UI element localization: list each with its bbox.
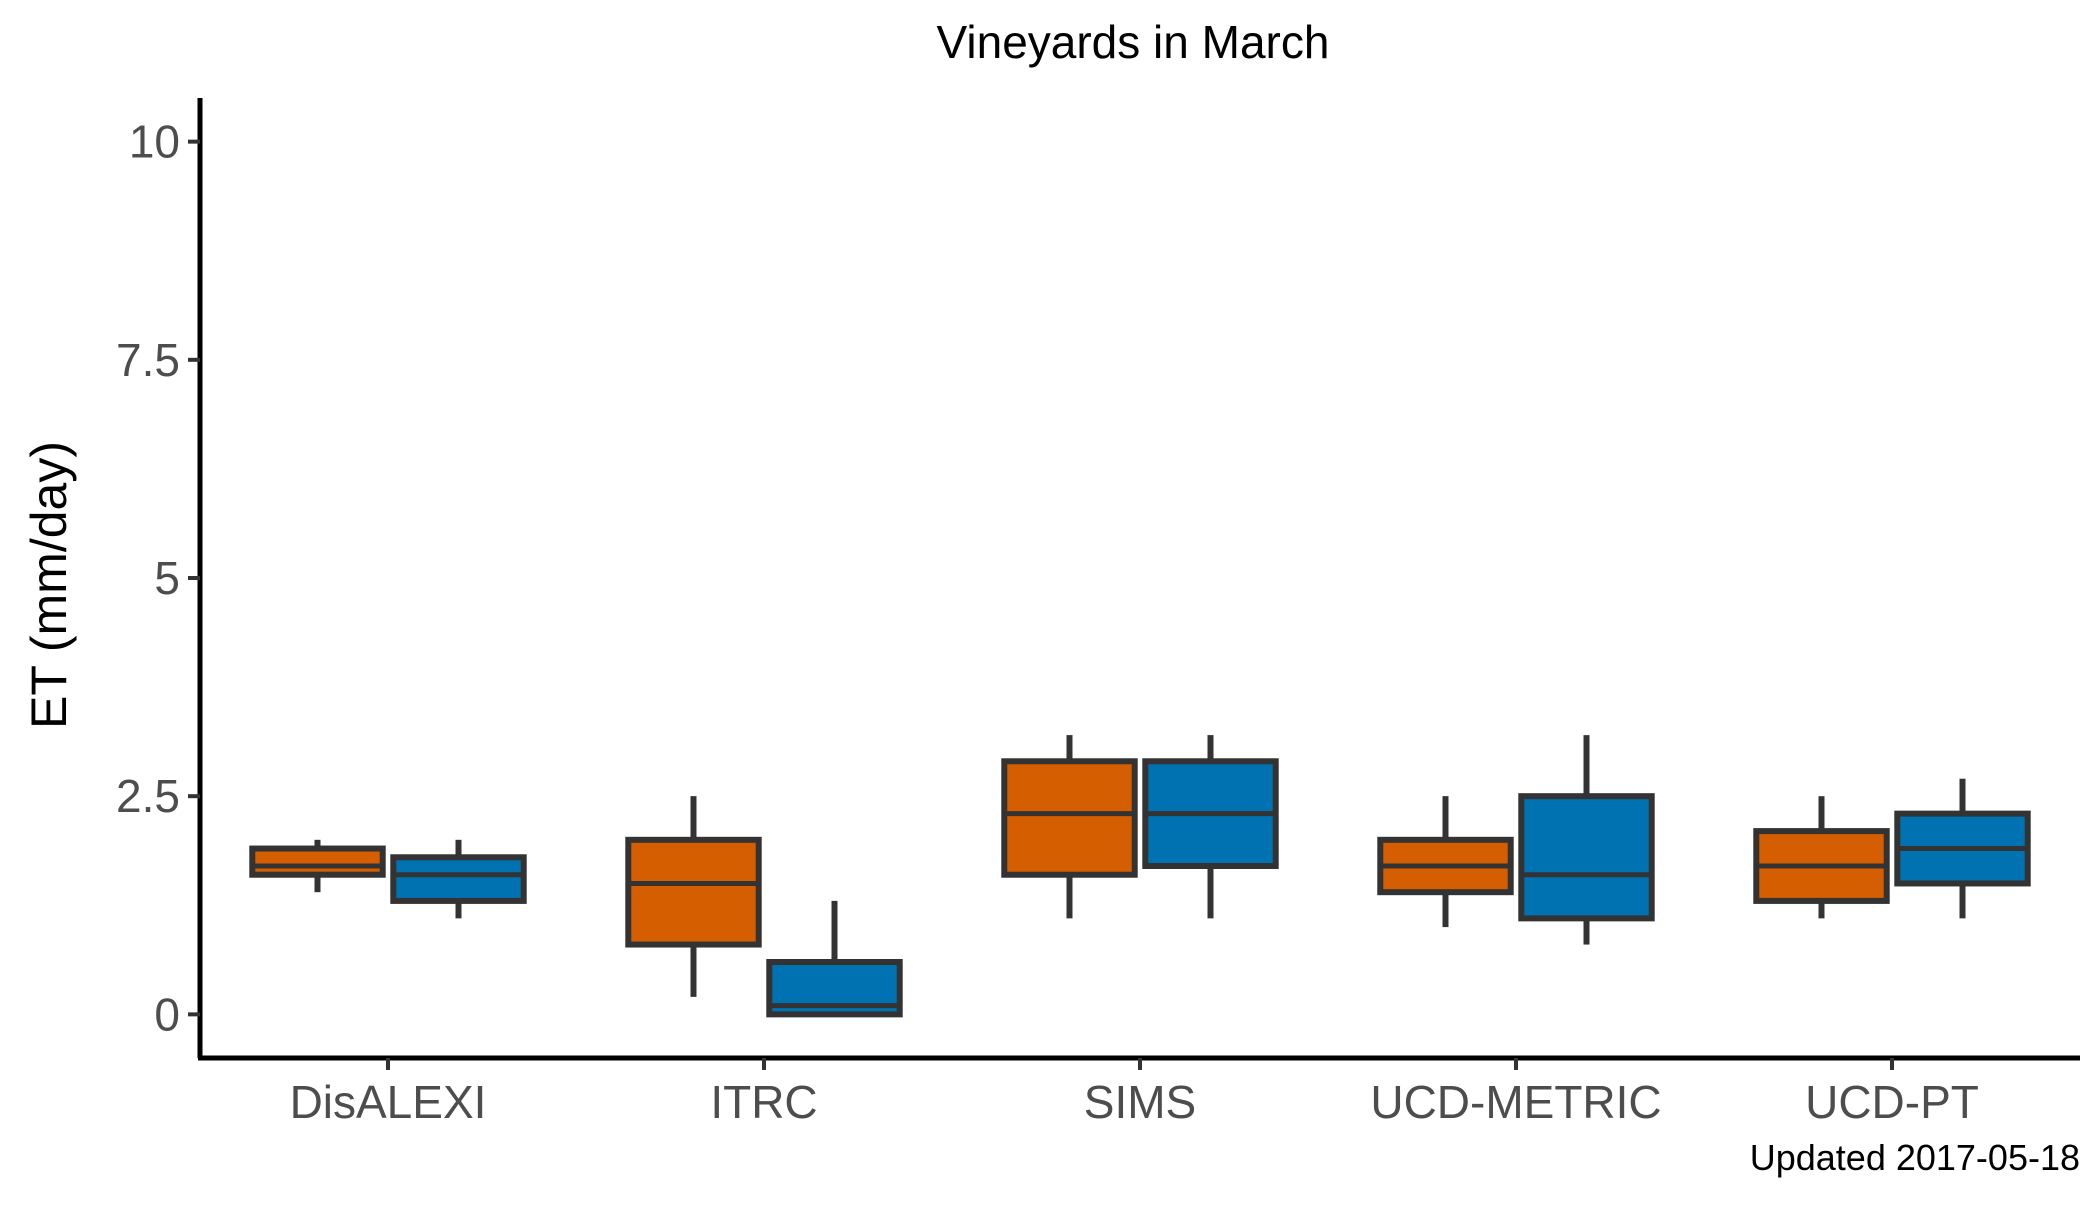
- x-tick-label: UCD-PT: [1805, 1076, 1979, 1128]
- y-tick-label: 0: [154, 988, 180, 1040]
- plot-area: [249, 735, 2031, 1018]
- box-body: [1518, 793, 1655, 922]
- box-group: [1142, 735, 1279, 919]
- y-tick-label: 5: [154, 552, 180, 604]
- box-group: [1377, 796, 1514, 928]
- box-group: [1001, 735, 1138, 919]
- box-group: [1753, 796, 1890, 919]
- y-axis-title: ET (mm/day): [21, 441, 77, 729]
- x-tick-label: UCD-METRIC: [1370, 1076, 1661, 1128]
- y-tick-label: 7.5: [116, 334, 180, 386]
- y-axis-ticks: 0 2.5 5 7.5 10: [116, 116, 200, 1040]
- x-tick-label: DisALEXI: [290, 1076, 487, 1128]
- y-tick-label: 2.5: [116, 770, 180, 822]
- box-group: [390, 839, 527, 919]
- box-group: [249, 839, 386, 893]
- box-group: [625, 796, 762, 997]
- x-tick-label: SIMS: [1084, 1076, 1196, 1128]
- y-tick-label: 10: [129, 116, 180, 168]
- box-body: [1001, 758, 1138, 878]
- x-axis-ticks: DisALEXI ITRC SIMS UCD-METRIC UCD-PT: [290, 1058, 1979, 1128]
- box-group: [1894, 778, 2031, 919]
- box-group: [1518, 735, 1655, 945]
- box-body: [390, 854, 527, 904]
- box-body: [249, 845, 386, 878]
- x-tick-label: ITRC: [710, 1076, 817, 1128]
- updated-caption: Updated 2017-05-18: [1750, 1137, 2080, 1178]
- box-group: [766, 900, 903, 1018]
- chart-title: Vineyards in March: [937, 16, 1330, 68]
- box-body: [625, 836, 762, 948]
